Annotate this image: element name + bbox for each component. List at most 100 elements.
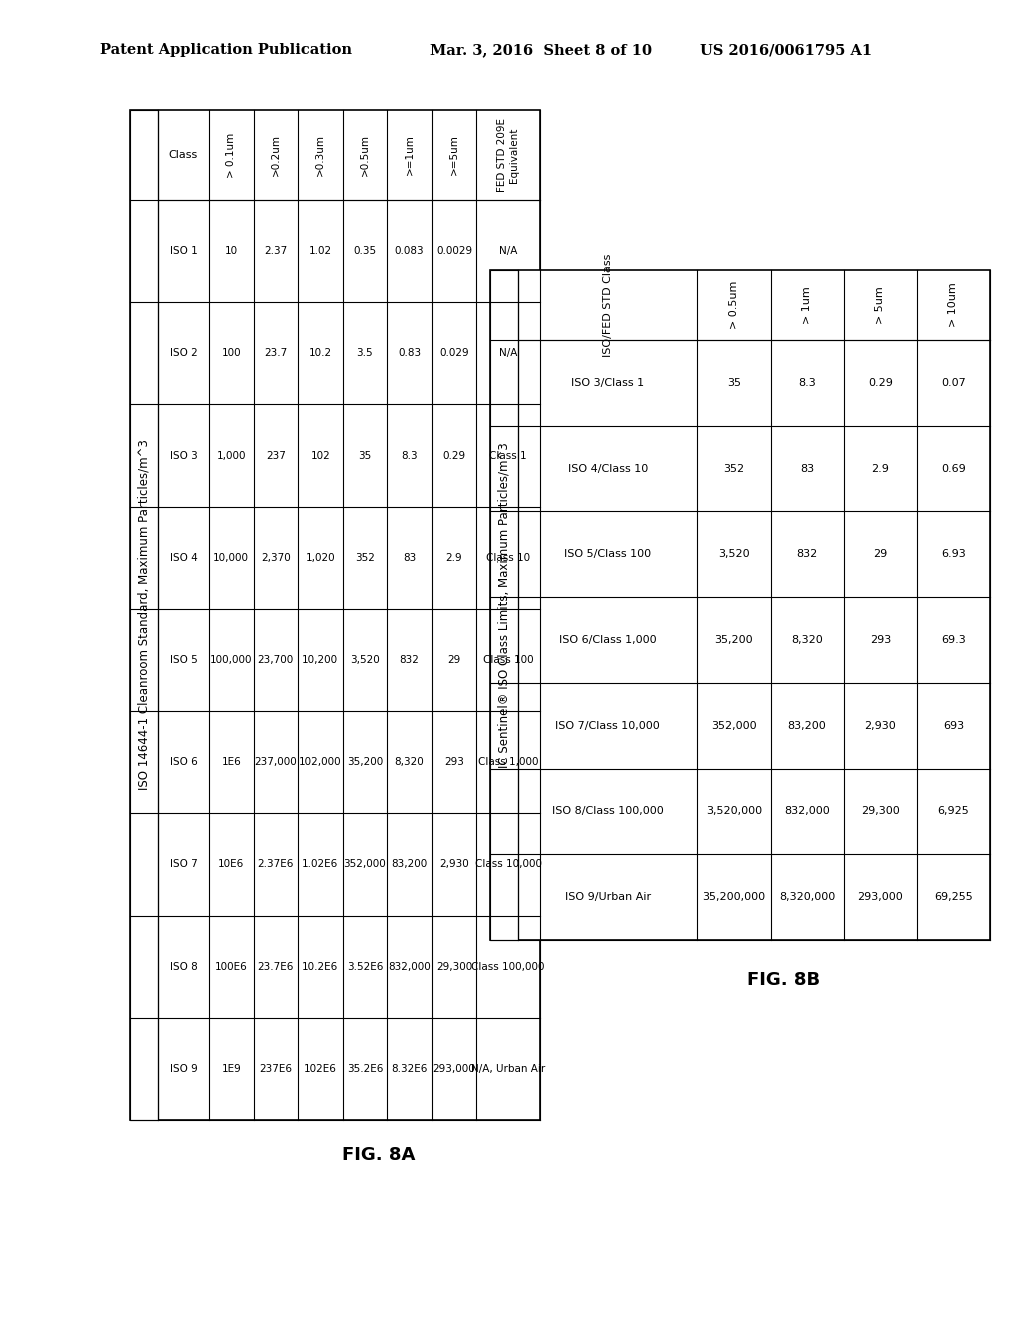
Text: 23.7: 23.7: [264, 348, 288, 358]
Text: FED STD 209E
Equivalent: FED STD 209E Equivalent: [498, 117, 519, 191]
Text: 3,520: 3,520: [718, 549, 750, 560]
Text: 35,200,000: 35,200,000: [702, 892, 766, 902]
Text: 0.083: 0.083: [394, 246, 424, 256]
Text: 35,200: 35,200: [715, 635, 754, 645]
Text: 1.02E6: 1.02E6: [302, 859, 339, 870]
Text: FIG. 8A: FIG. 8A: [342, 1146, 416, 1164]
Text: ISO 5/Class 100: ISO 5/Class 100: [564, 549, 651, 560]
Text: >0.2um: >0.2um: [270, 135, 281, 176]
Text: 10: 10: [224, 246, 238, 256]
Text: 35.2E6: 35.2E6: [347, 1064, 383, 1074]
Text: 6,925: 6,925: [938, 807, 970, 817]
Text: 0.0029: 0.0029: [436, 246, 472, 256]
Text: N/A: N/A: [499, 246, 517, 256]
Text: 2,930: 2,930: [439, 859, 469, 870]
Text: 0.69: 0.69: [941, 463, 966, 474]
Text: 69.3: 69.3: [941, 635, 966, 645]
Text: 8,320: 8,320: [394, 758, 424, 767]
Text: 293,000: 293,000: [433, 1064, 475, 1074]
Text: 237,000: 237,000: [254, 758, 297, 767]
Text: ISO 7: ISO 7: [170, 859, 198, 870]
Text: 2,930: 2,930: [864, 721, 896, 731]
Text: 237: 237: [266, 450, 286, 461]
Bar: [130, 110, 540, 1119]
Text: 352: 352: [355, 553, 375, 562]
Text: 3.52E6: 3.52E6: [347, 962, 383, 972]
Text: ISO 3/Class 1: ISO 3/Class 1: [571, 378, 644, 388]
Text: ISO 3: ISO 3: [170, 450, 198, 461]
Text: 2.9: 2.9: [445, 553, 463, 562]
Text: ISO 6/Class 1,000: ISO 6/Class 1,000: [559, 635, 656, 645]
Text: 29,300: 29,300: [861, 807, 900, 817]
Text: >=5um: >=5um: [450, 135, 459, 176]
Text: >=1um: >=1um: [404, 135, 415, 176]
Text: ISO 4: ISO 4: [170, 553, 198, 562]
Text: Patent Application Publication: Patent Application Publication: [100, 44, 352, 57]
Text: ISO 6: ISO 6: [170, 758, 198, 767]
Text: 10,200: 10,200: [302, 655, 338, 665]
Text: 8.32E6: 8.32E6: [391, 1064, 428, 1074]
Text: 1,000: 1,000: [216, 450, 246, 461]
Text: ISO 9: ISO 9: [170, 1064, 198, 1074]
Text: N/A: N/A: [499, 348, 517, 358]
Text: 29: 29: [447, 655, 461, 665]
Text: 29,300: 29,300: [436, 962, 472, 972]
Text: > 1um: > 1um: [802, 286, 812, 323]
Text: 29: 29: [873, 549, 888, 560]
Text: 352,000: 352,000: [343, 859, 386, 870]
Text: ISO 4/Class 10: ISO 4/Class 10: [567, 463, 648, 474]
Text: N/A, Urban Air: N/A, Urban Air: [471, 1064, 546, 1074]
Text: >0.5um: >0.5um: [359, 135, 370, 176]
Text: 8.3: 8.3: [401, 450, 418, 461]
Text: 83,200: 83,200: [391, 859, 428, 870]
Text: 1E6: 1E6: [221, 758, 241, 767]
Text: ISO 7/Class 10,000: ISO 7/Class 10,000: [555, 721, 660, 731]
Text: 832: 832: [797, 549, 818, 560]
Text: 10.2: 10.2: [309, 348, 332, 358]
Text: 35: 35: [358, 450, 372, 461]
Bar: [490, 271, 518, 940]
Text: 10E6: 10E6: [218, 859, 245, 870]
Text: 832: 832: [399, 655, 420, 665]
Text: FIG. 8B: FIG. 8B: [748, 972, 820, 989]
Text: IC Sentinel® ISO Class Limits, Maximum Particles/m^3: IC Sentinel® ISO Class Limits, Maximum P…: [498, 442, 511, 768]
Text: 3.5: 3.5: [356, 348, 373, 358]
Text: ISO 5: ISO 5: [170, 655, 198, 665]
Text: 23,700: 23,700: [258, 655, 294, 665]
Text: 832,000: 832,000: [388, 962, 431, 972]
Text: 0.29: 0.29: [442, 450, 466, 461]
Text: 100E6: 100E6: [215, 962, 248, 972]
Text: ISO 14644-1 Cleanroom Standard, Maximum Particles/m^3: ISO 14644-1 Cleanroom Standard, Maximum …: [137, 440, 151, 791]
Text: 10.2E6: 10.2E6: [302, 962, 339, 972]
Text: 0.35: 0.35: [353, 246, 377, 256]
Text: 2,370: 2,370: [261, 553, 291, 562]
Text: 832,000: 832,000: [784, 807, 830, 817]
Text: 69,255: 69,255: [934, 892, 973, 902]
Text: ISO 8: ISO 8: [170, 962, 198, 972]
Text: 0.029: 0.029: [439, 348, 469, 358]
Text: 1.02: 1.02: [309, 246, 332, 256]
Text: 2.37: 2.37: [264, 246, 288, 256]
Text: ISO 9/Urban Air: ISO 9/Urban Air: [564, 892, 650, 902]
Text: Class 100,000: Class 100,000: [471, 962, 545, 972]
Text: 8,320,000: 8,320,000: [779, 892, 836, 902]
Text: 23.7E6: 23.7E6: [258, 962, 294, 972]
Text: 293: 293: [869, 635, 891, 645]
Text: 0.83: 0.83: [398, 348, 421, 358]
Text: 8.3: 8.3: [799, 378, 816, 388]
Text: 3,520: 3,520: [350, 655, 380, 665]
Text: > 0.1um: > 0.1um: [226, 132, 237, 178]
Text: 352: 352: [723, 463, 744, 474]
Text: 35,200: 35,200: [347, 758, 383, 767]
Text: 100,000: 100,000: [210, 655, 253, 665]
Text: 1,020: 1,020: [305, 553, 335, 562]
Text: Class 100: Class 100: [483, 655, 534, 665]
Text: 293,000: 293,000: [857, 892, 903, 902]
Text: Class 10,000: Class 10,000: [475, 859, 542, 870]
Text: 1E9: 1E9: [221, 1064, 241, 1074]
Text: 102: 102: [310, 450, 330, 461]
Text: 2.9: 2.9: [871, 463, 889, 474]
Text: 83,200: 83,200: [787, 721, 826, 731]
Text: ISO 1: ISO 1: [170, 246, 198, 256]
Text: 100: 100: [221, 348, 241, 358]
